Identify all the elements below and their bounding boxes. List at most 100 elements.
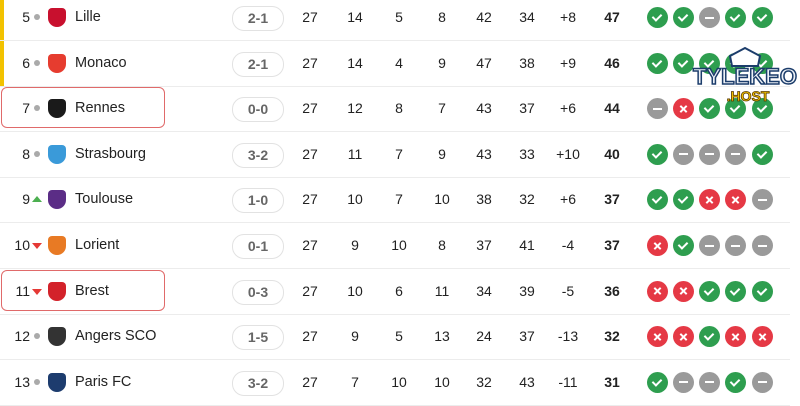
minus-icon[interactable]: [752, 235, 773, 256]
minus-icon[interactable]: [752, 189, 773, 211]
minus-icon[interactable]: [699, 7, 720, 28]
team-name[interactable]: Lorient: [75, 237, 120, 253]
last-match-score[interactable]: 2-1: [232, 51, 284, 77]
stat-gf: 24: [476, 328, 492, 345]
team-name[interactable]: Paris FC: [75, 373, 132, 390]
x-icon[interactable]: [673, 280, 694, 302]
minus-icon[interactable]: [725, 143, 746, 165]
trend-down-icon: [32, 242, 42, 249]
team-name[interactable]: Toulouse: [75, 191, 134, 208]
check-icon[interactable]: [752, 98, 773, 120]
trend-same-icon: [34, 105, 40, 112]
stat-pts: 37: [604, 191, 620, 208]
x-icon[interactable]: [673, 326, 694, 348]
trend-same-icon: [34, 378, 40, 385]
team-name[interactable]: Strasbourg: [75, 145, 146, 162]
table-row[interactable]: 8 Strasbourg 3-2 27 11 7 9 43 33 +10 40: [0, 132, 790, 178]
stat-d: 10: [391, 237, 407, 253]
minus-icon[interactable]: [752, 371, 773, 393]
minus-icon[interactable]: [647, 98, 668, 120]
stat-p: 27: [302, 237, 318, 253]
check-icon[interactable]: [752, 280, 773, 302]
check-icon[interactable]: [647, 189, 668, 211]
minus-icon[interactable]: [725, 235, 746, 256]
check-icon[interactable]: [699, 280, 720, 302]
trend-same-icon: [34, 150, 40, 157]
rank: 8: [22, 145, 30, 162]
highlight-box: [1, 269, 165, 311]
last-match-score[interactable]: 1-5: [232, 325, 284, 351]
check-icon[interactable]: [647, 7, 668, 28]
x-icon[interactable]: [725, 326, 746, 348]
check-icon[interactable]: [699, 52, 720, 74]
check-icon[interactable]: [725, 7, 746, 28]
last-match-score[interactable]: 0-1: [232, 234, 284, 259]
check-icon[interactable]: [647, 143, 668, 165]
rank: 11: [15, 282, 30, 299]
stat-w: 7: [351, 373, 359, 390]
last-match-score[interactable]: 1-0: [232, 188, 284, 214]
trend-same-icon: [34, 14, 40, 20]
stat-d: 8: [395, 100, 403, 117]
svg-text:TYLEKEO: TYLEKEO: [693, 64, 797, 89]
table-row[interactable]: 9 Toulouse 1-0 27 10 7 10 38 32 +6 37: [0, 177, 790, 224]
check-icon[interactable]: [725, 371, 746, 393]
x-icon[interactable]: [725, 189, 746, 211]
x-icon[interactable]: [647, 235, 668, 256]
check-icon[interactable]: [725, 280, 746, 302]
check-icon[interactable]: [699, 326, 720, 348]
stat-l: 8: [438, 237, 446, 253]
check-icon[interactable]: [673, 7, 694, 28]
check-icon[interactable]: [699, 98, 720, 120]
last-match-score[interactable]: 0-0: [232, 97, 284, 123]
x-icon[interactable]: [752, 326, 773, 348]
x-icon[interactable]: [673, 98, 694, 120]
check-icon[interactable]: [673, 235, 694, 256]
team-name[interactable]: Lille: [75, 9, 101, 25]
last-match-score[interactable]: 3-2: [232, 370, 284, 396]
minus-icon[interactable]: [699, 371, 720, 393]
team-logo-icon: [48, 190, 66, 210]
stat-p: 27: [302, 9, 318, 25]
team-name[interactable]: Brest: [75, 282, 109, 299]
table-row[interactable]: 10 Lorient 0-1 27 9 10 8 37 41 -4 37: [0, 223, 790, 269]
minus-icon[interactable]: [699, 235, 720, 256]
table-row[interactable]: 12 Angers SCO 1-5 27 9 5 13 24 37 -13 32: [0, 314, 790, 361]
table-row[interactable]: 6 Monaco 2-1 27 14 4 9 47 38 +9 46: [0, 40, 790, 87]
stat-d: 7: [395, 145, 403, 162]
stat-d: 10: [391, 373, 407, 390]
stat-gd: +10: [556, 145, 580, 162]
check-icon[interactable]: [647, 52, 668, 74]
x-icon[interactable]: [647, 280, 668, 302]
rank: 9: [22, 191, 30, 208]
qualification-bar: [0, 0, 4, 40]
check-icon[interactable]: [647, 371, 668, 393]
x-icon[interactable]: [647, 326, 668, 348]
table-row[interactable]: 5 Lille 2-1 27 14 5 8 42 34 +8 47: [0, 0, 790, 41]
team-name[interactable]: Rennes: [75, 100, 125, 117]
table-row[interactable]: 7 Rennes 0-0 27 12 8 7 43 37 +6 44: [0, 86, 790, 133]
team-logo-icon: [48, 236, 66, 255]
check-icon[interactable]: [725, 98, 746, 120]
check-icon[interactable]: [673, 189, 694, 211]
stat-gd: -11: [558, 373, 578, 390]
trend-down-icon: [32, 288, 42, 295]
stat-p: 27: [302, 100, 318, 117]
minus-icon[interactable]: [699, 143, 720, 165]
x-icon[interactable]: [699, 189, 720, 211]
last-match-score[interactable]: 3-2: [232, 142, 284, 168]
team-name[interactable]: Monaco: [75, 54, 127, 71]
stat-l: 9: [438, 145, 446, 162]
table-row[interactable]: 13 Paris FC 3-2 27 7 10 10 32 43 -11 31: [0, 360, 790, 406]
check-icon[interactable]: [752, 7, 773, 28]
team-name[interactable]: Angers SCO: [75, 328, 157, 345]
minus-icon[interactable]: [673, 371, 694, 393]
check-icon[interactable]: [752, 143, 773, 165]
last-match-score[interactable]: 0-3: [232, 279, 284, 305]
last-match-score[interactable]: 2-1: [232, 6, 284, 31]
minus-icon[interactable]: [673, 143, 694, 165]
stat-p: 27: [302, 54, 318, 71]
table-row[interactable]: 11 Brest 0-3 27 10 6 11 34 39 -5 36: [0, 269, 790, 315]
check-icon[interactable]: [673, 52, 694, 74]
stat-pts: 47: [604, 9, 620, 25]
